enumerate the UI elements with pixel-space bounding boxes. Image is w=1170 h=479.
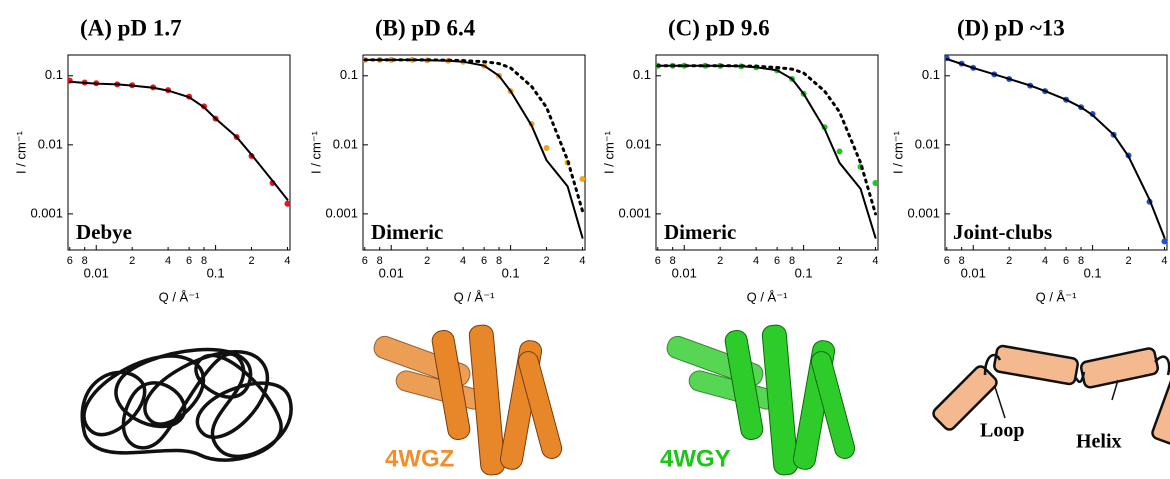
x-tick-label: 6 (944, 255, 950, 267)
y-tick-label: 0.1 (340, 67, 358, 82)
loop-label: Loop (980, 420, 1024, 442)
data-point (579, 176, 585, 182)
x-tick-label: 4 (1042, 255, 1048, 267)
x-tick-label: 6 (186, 255, 192, 267)
pdb-label: 4WGZ (385, 445, 454, 472)
x-tick-label: 0.01 (961, 265, 986, 280)
y-axis-label: I / cm⁻¹ (13, 130, 28, 174)
x-tick-label: 6 (655, 255, 661, 267)
fit-curve (947, 59, 1165, 238)
y-tick-label: 0.001 (618, 205, 651, 220)
panel-annotation: Dimeric (664, 220, 736, 244)
fit-curve (658, 66, 876, 238)
plot-area (67, 78, 291, 207)
y-tick-label: 0.1 (922, 67, 940, 82)
x-tick-label: 0.1 (795, 265, 813, 280)
y-tick-label: 0.01 (333, 136, 358, 151)
helix-label: Helix (1076, 431, 1122, 453)
x-tick-label: 6 (774, 255, 780, 267)
pdb-label: 4WGY (660, 445, 731, 472)
random-coil (82, 350, 291, 461)
x-tick-label: 4 (579, 255, 585, 267)
data-point (284, 201, 290, 207)
plot-area (655, 63, 879, 238)
x-tick-label: 0.01 (379, 265, 404, 280)
y-tick-label: 0.001 (907, 205, 940, 220)
x-tick-label: 6 (481, 255, 487, 267)
x-tick-label: 2 (129, 255, 135, 267)
x-tick-label: 4 (753, 255, 759, 267)
panel-title: (C) pD 9.6 (668, 15, 770, 40)
plot-area (362, 57, 586, 238)
x-tick-label: 0.01 (672, 265, 697, 280)
y-tick-label: 0.001 (325, 205, 358, 220)
data-point (872, 180, 878, 186)
x-tick-label: 0.1 (502, 265, 520, 280)
x-tick-label: 2 (1125, 255, 1131, 267)
x-tick-label: 4 (165, 255, 171, 267)
x-tick-label: 4 (1161, 255, 1167, 267)
x-tick-label: 6 (362, 255, 368, 267)
y-tick-label: 0.001 (30, 205, 63, 220)
x-tick-label: 2 (424, 255, 430, 267)
x-tick-label: 4 (460, 255, 466, 267)
panel-annotation: Joint-clubs (953, 220, 1052, 244)
panel-annotation: Dimeric (371, 220, 443, 244)
data-point (544, 145, 550, 151)
model-curve-dotted (365, 60, 583, 211)
panel-title: (D) pD ~13 (957, 15, 1065, 40)
x-tick-label: 0.1 (207, 265, 225, 280)
x-tick-label: 6 (1063, 255, 1069, 267)
x-tick-label: 2 (543, 255, 549, 267)
data-point (837, 149, 843, 155)
x-tick-label: 2 (717, 255, 723, 267)
x-axis-label: Q / Å⁻¹ (454, 289, 495, 304)
x-tick-label: 0.01 (84, 265, 109, 280)
data-point (1161, 238, 1167, 244)
x-tick-label: 4 (872, 255, 878, 267)
x-tick-label: 2 (836, 255, 842, 267)
y-tick-label: 0.01 (38, 136, 63, 151)
x-tick-label: 2 (248, 255, 254, 267)
y-tick-label: 0.1 (45, 67, 63, 82)
y-tick-label: 0.01 (626, 136, 651, 151)
x-axis-label: Q / Å⁻¹ (1036, 289, 1077, 304)
panel-title: (A) pD 1.7 (80, 15, 182, 40)
y-axis-label: I / cm⁻¹ (890, 130, 905, 174)
figure: 4WGZ 4WGY Loop Helix (A) pD 1.7 0.001 0.01… (0, 0, 1170, 479)
x-tick-label: 2 (1006, 255, 1012, 267)
joint-clubs (931, 345, 1170, 445)
x-axis-label: Q / Å⁻¹ (747, 289, 788, 304)
y-axis-label: I / cm⁻¹ (308, 130, 323, 174)
x-tick-label: 4 (284, 255, 290, 267)
model-curve-dotted (658, 66, 876, 214)
x-tick-label: 6 (67, 255, 73, 267)
x-tick-label: 0.1 (1084, 265, 1102, 280)
y-tick-label: 0.1 (633, 67, 651, 82)
plot-area (944, 55, 1168, 244)
panel-title: (B) pD 6.4 (375, 15, 476, 40)
panel-annotation: Debye (76, 220, 132, 244)
pointer (995, 387, 1005, 418)
y-tick-label: 0.01 (915, 136, 940, 151)
fit-curve (70, 82, 288, 200)
fit-curve (365, 60, 583, 238)
x-axis-label: Q / Å⁻¹ (159, 289, 200, 304)
y-axis-label: I / cm⁻¹ (601, 130, 616, 174)
